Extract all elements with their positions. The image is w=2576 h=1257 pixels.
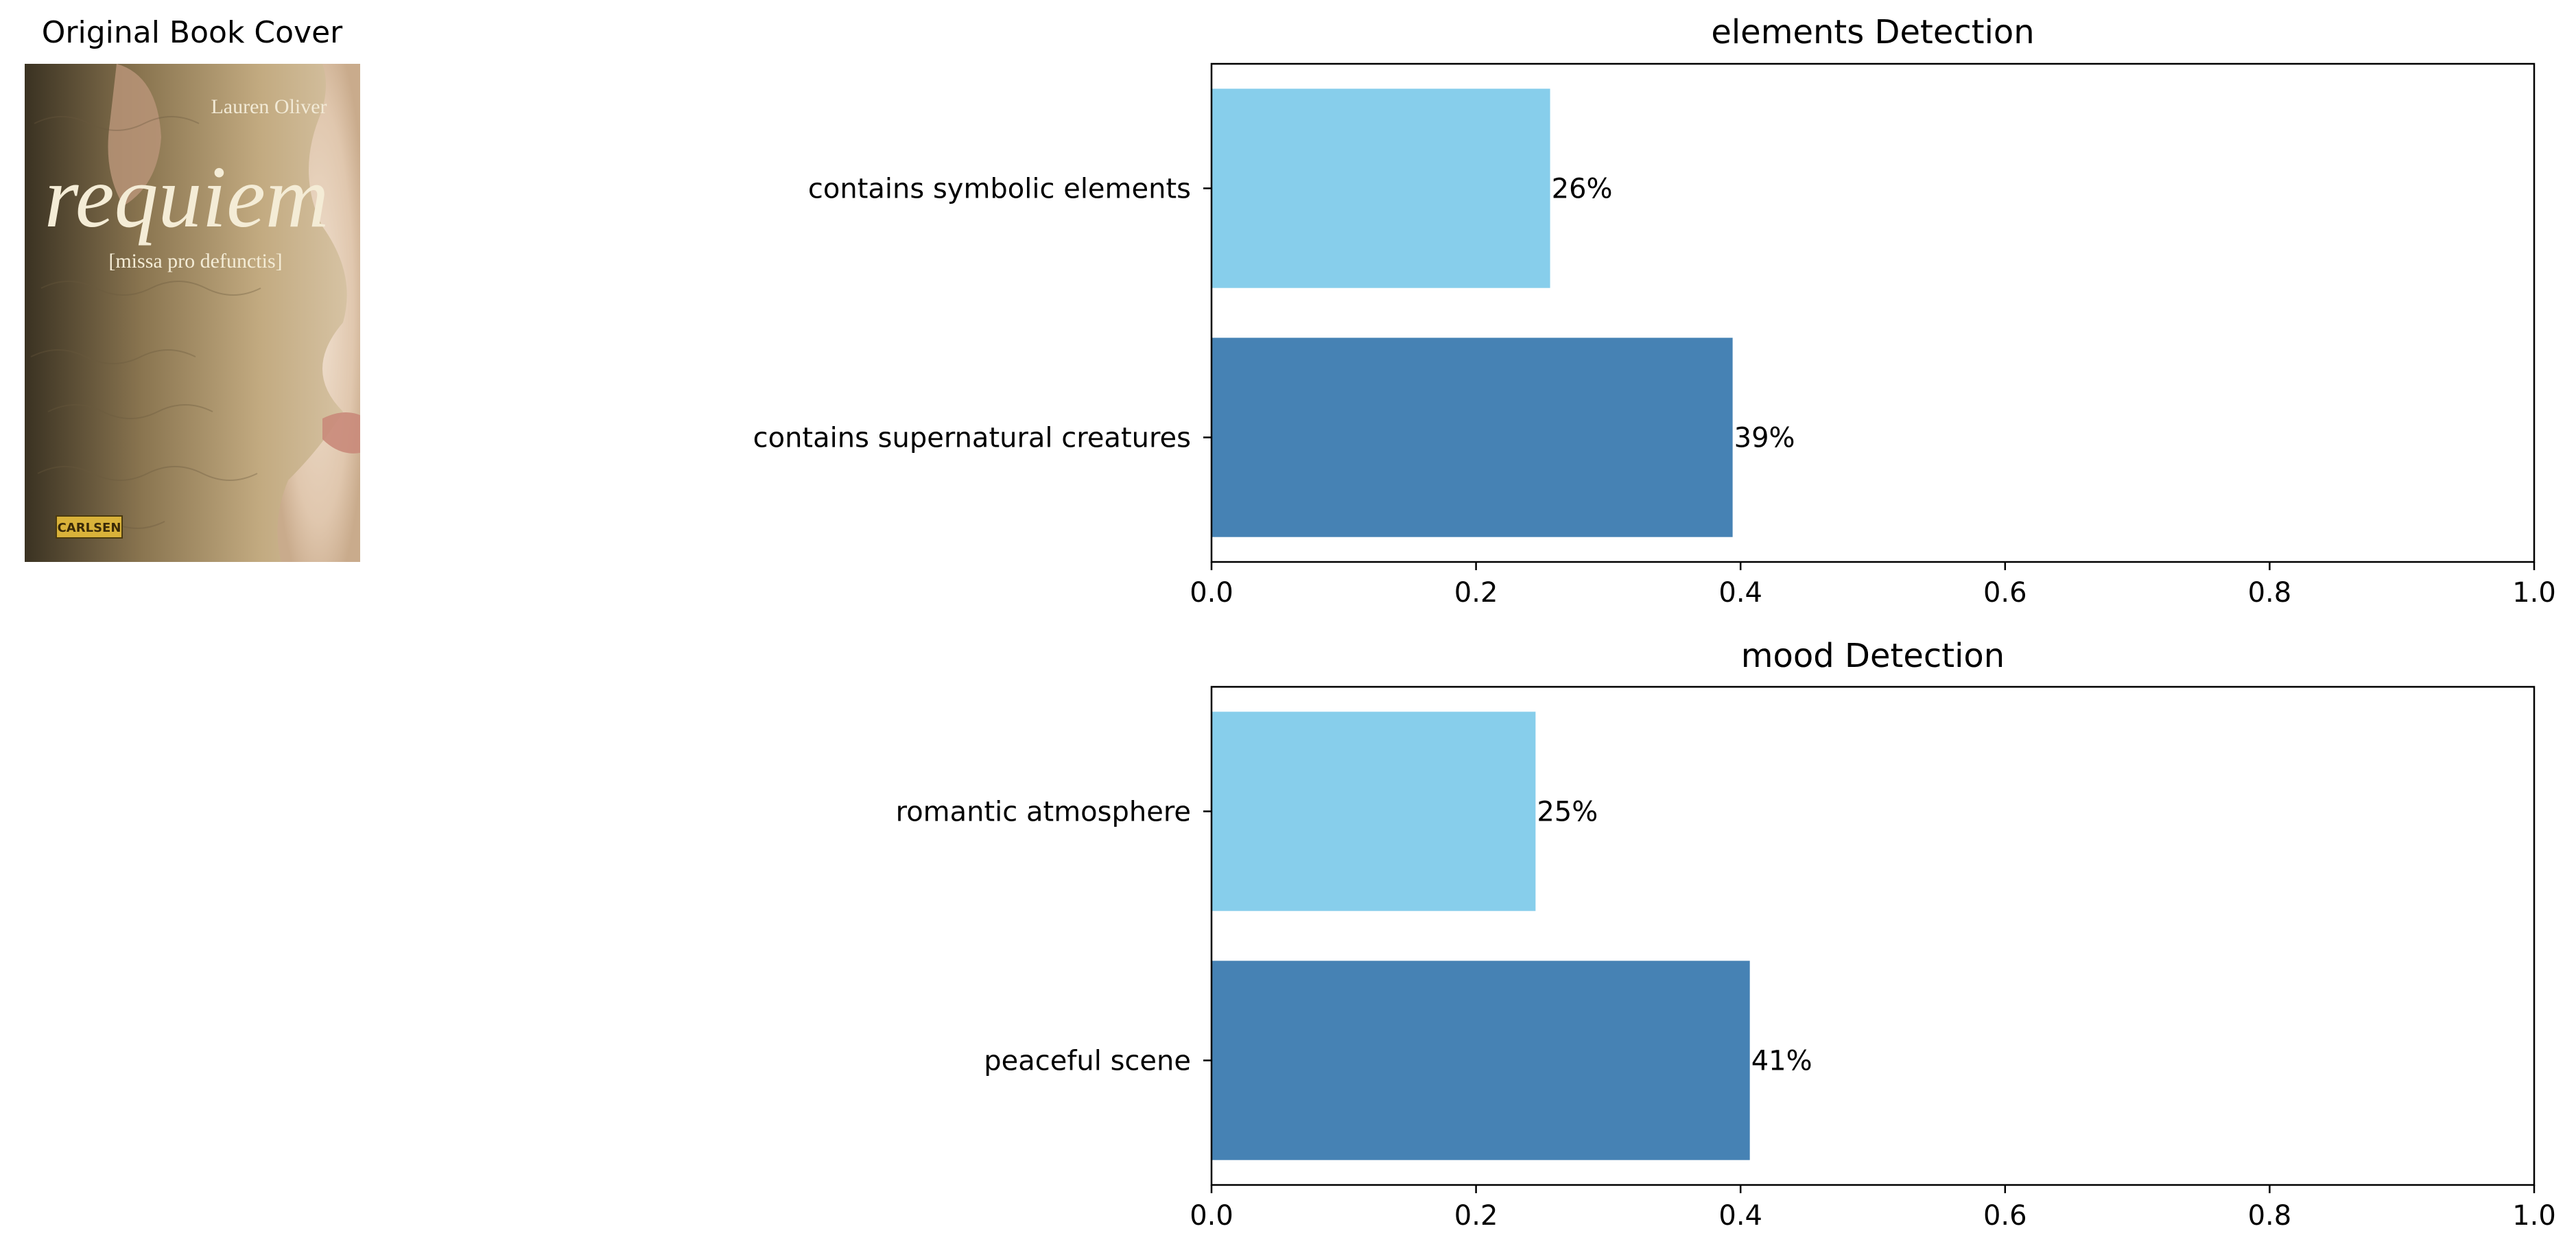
book-cover-image: Lauren Oliver requiem [missa pro defunct… (25, 64, 360, 562)
y-tick-label-1: contains symbolic elements (808, 174, 1191, 205)
x-tick-label-5: 1.0 (2512, 1200, 2556, 1232)
chart-title: elements Detection (1711, 13, 2034, 51)
cover-panel-title: Original Book Cover (42, 15, 343, 50)
x-tick-label-0: 0.0 (1190, 577, 1233, 609)
bar-value-label-0: 39% (1734, 423, 1795, 454)
x-tick-label-5: 1.0 (2512, 577, 2556, 609)
chart-axes: contains supernatural creatures contains … (753, 174, 2556, 609)
bar-1 (1212, 89, 1550, 288)
cover-author: Lauren Oliver (211, 95, 327, 118)
ear-shape (108, 64, 161, 206)
plot-frame (1210, 685, 2536, 1186)
chart-axes: peaceful scene romantic atmosphere 0.0 0.2 0… (896, 797, 2556, 1232)
y-tick-label-0: contains supernatural creatures (753, 423, 1191, 454)
cover-book-title: requiem (45, 148, 329, 246)
x-tick-label-4: 0.8 (2248, 1200, 2292, 1232)
publisher-logo (56, 515, 123, 539)
bar-1 (1212, 712, 1536, 911)
chart-marks: 41% 25% (1212, 712, 1812, 1160)
x-tick-label-2: 0.4 (1718, 1200, 1762, 1232)
x-tick-label-0: 0.0 (1190, 1200, 1233, 1232)
y-tick-label-1: romantic atmosphere (896, 797, 1191, 828)
bar-0 (1212, 961, 1750, 1160)
x-tick-label-1: 0.2 (1454, 1200, 1498, 1232)
plot-frame (1210, 62, 2536, 563)
cover-publisher: CARLSEN (58, 521, 121, 535)
x-tick-label-3: 0.6 (1983, 577, 2027, 609)
bar-value-label-0: 41% (1751, 1046, 1812, 1077)
bar-value-label-1: 25% (1537, 797, 1598, 828)
x-tick-label-1: 0.2 (1454, 577, 1498, 609)
x-tick-label-3: 0.6 (1983, 1200, 2027, 1232)
chart-title: mood Detection (1741, 637, 2005, 675)
cover-subtitle: [missa pro defunctis] (108, 250, 282, 272)
bar-0 (1212, 338, 1733, 537)
elements-detection-chart: elements Detection 39% 26% contains super… (753, 13, 2556, 609)
book-cover-panel: Original Book Cover Lauren Oliver requie… (25, 15, 360, 562)
x-tick-label-2: 0.4 (1718, 577, 1762, 609)
y-tick-label-0: peaceful scene (984, 1046, 1191, 1077)
chart-marks: 39% 26% (1212, 89, 1795, 537)
bar-value-label-1: 26% (1552, 174, 1613, 205)
mood-detection-chart: mood Detection 41% 25% peaceful scene roma… (896, 637, 2556, 1232)
x-tick-label-4: 0.8 (2248, 577, 2292, 609)
lips-shape (322, 412, 360, 454)
